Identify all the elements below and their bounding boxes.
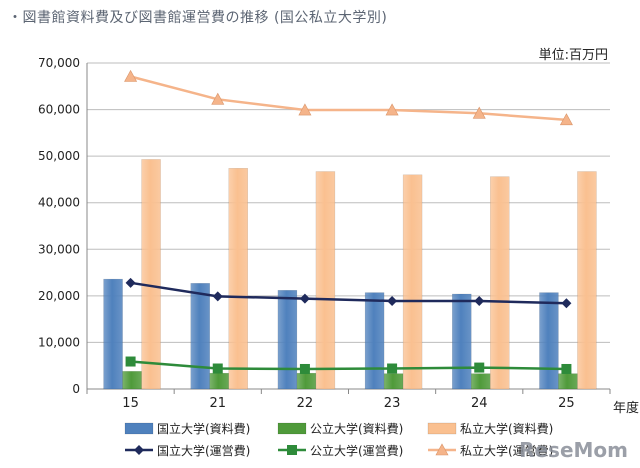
y-tick-label: 0 [72, 382, 80, 396]
line-point [124, 69, 138, 82]
x-tick-label: 15 [122, 396, 139, 411]
y-tick-label: 60,000 [38, 103, 80, 117]
bar [122, 371, 142, 390]
y-tick-label: 30,000 [38, 242, 80, 256]
legend-swatch [277, 422, 307, 435]
y-tick-label: 50,000 [38, 149, 80, 163]
bar [577, 171, 597, 390]
bar [452, 293, 472, 390]
line-point [212, 291, 223, 302]
legend-swatch [427, 422, 457, 435]
bar [315, 171, 336, 390]
line-point [435, 443, 449, 456]
line-point [287, 445, 297, 455]
line-point [474, 362, 485, 373]
x-tick-label: 24 [471, 396, 488, 411]
bar [103, 278, 123, 390]
x-axis-label: 年度 [613, 400, 639, 416]
line-point [474, 295, 485, 306]
line-point [299, 293, 310, 304]
y-tick-label: 20,000 [38, 289, 80, 303]
bar [364, 292, 385, 390]
legend-swatch [124, 422, 154, 435]
legend-label: 国立大学(運営費) [157, 443, 250, 458]
line-point [125, 277, 136, 288]
bar [228, 168, 248, 390]
chart-title: ・図書館資料費及び図書館運営費の推移 (国公私立大学別) [8, 10, 388, 26]
legend-label: 公立大学(運営費) [310, 443, 403, 458]
bar [402, 174, 423, 390]
bar [490, 176, 510, 390]
line-point [472, 106, 486, 119]
bar [383, 373, 404, 390]
line-series [130, 360, 567, 371]
bar [539, 292, 559, 390]
line-point [561, 298, 572, 309]
line-point [125, 356, 136, 367]
x-tick-label: 22 [297, 396, 314, 411]
line-point [299, 363, 310, 374]
y-tick-label: 10,000 [38, 335, 80, 349]
line-point [387, 295, 398, 306]
line-point [561, 363, 572, 374]
y-tick-label: 70,000 [38, 56, 80, 70]
legend-label: 私立大学(資料費) [460, 421, 553, 436]
x-tick-label: 25 [558, 396, 575, 411]
bar [141, 159, 161, 390]
x-tick-label: 23 [384, 396, 401, 411]
legend-label: 国立大学(資料費) [157, 421, 250, 436]
line-point [134, 445, 144, 455]
x-tick-label: 21 [209, 396, 226, 411]
line-point [211, 92, 225, 105]
line-point [387, 363, 398, 374]
legend-label: 公立大学(資料費) [310, 421, 403, 436]
line-series [130, 281, 567, 305]
y-tick-label: 40,000 [38, 196, 80, 210]
bar [558, 373, 578, 390]
line-point [559, 113, 573, 126]
bar [209, 372, 229, 390]
bar [277, 290, 298, 390]
line-point [298, 103, 312, 116]
unit-label: 単位:百万円 [538, 48, 608, 63]
bar [296, 372, 317, 390]
line-series [130, 75, 567, 122]
line-point [212, 363, 223, 374]
bar [471, 373, 491, 390]
line-point [385, 103, 399, 116]
watermark-logo: ReseMom [519, 438, 628, 462]
bar [190, 283, 210, 390]
legend-label: 私立大学(運営費) [460, 443, 553, 458]
